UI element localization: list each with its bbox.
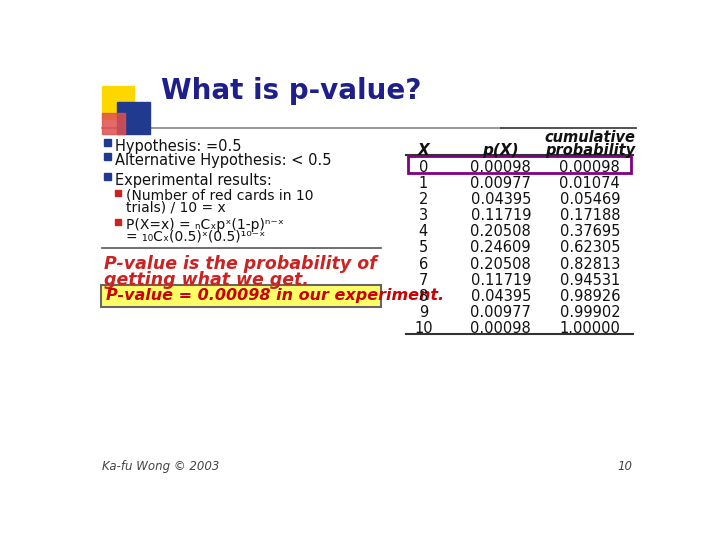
Text: getting what we get.: getting what we get. [104,271,309,289]
Text: 0: 0 [418,159,428,174]
Text: 2: 2 [418,192,428,207]
Text: Alternative Hypothesis: < 0.5: Alternative Hypothesis: < 0.5 [114,153,331,168]
Text: Hypothesis: =0.5: Hypothesis: =0.5 [114,139,241,154]
Text: 0.98926: 0.98926 [559,289,620,304]
Text: 0.62305: 0.62305 [559,240,620,255]
Text: 0.24609: 0.24609 [470,240,531,255]
Text: p(X): p(X) [482,143,519,158]
Text: = ₁₀Cₓ(0.5)ˣ(0.5)¹⁰⁻ˣ: = ₁₀Cₓ(0.5)ˣ(0.5)¹⁰⁻ˣ [126,230,265,244]
Text: 10: 10 [618,460,632,473]
Text: cumulative: cumulative [544,130,635,145]
Bar [101,285,382,307]
Text: P-value = 0.00098 in our experiment.: P-value = 0.00098 in our experiment. [106,287,444,302]
Text: X: X [418,143,429,158]
Text: 0.00098: 0.00098 [470,321,531,336]
Text: What is p-value?: What is p-value? [161,77,422,105]
Text: probability: probability [545,143,635,158]
Text: 0.20508: 0.20508 [470,224,531,239]
Text: 3: 3 [419,208,428,223]
Text: 0.94531: 0.94531 [559,273,620,288]
Text: 0.11719: 0.11719 [470,208,531,223]
Text: 0.00098: 0.00098 [470,159,531,174]
Text: 0.01074: 0.01074 [559,176,620,191]
Text: 4: 4 [418,224,428,239]
Text: 5: 5 [418,240,428,255]
Text: 0.11719: 0.11719 [470,273,531,288]
Bar [102,112,125,134]
Text: 0.00098: 0.00098 [559,159,620,174]
Text: 6: 6 [418,256,428,272]
Text: 10: 10 [414,321,433,336]
Text: 0.99902: 0.99902 [559,305,620,320]
Bar [102,86,134,119]
Text: 1: 1 [418,176,428,191]
Text: Ka-fu Wong © 2003: Ka-fu Wong © 2003 [102,460,219,473]
Text: (Number of red cards in 10: (Number of red cards in 10 [126,189,313,203]
Text: Experimental results:: Experimental results: [114,173,271,188]
Text: P(X=x) = ₙCₓpˣ(1-p)ⁿ⁻ˣ: P(X=x) = ₙCₓpˣ(1-p)ⁿ⁻ˣ [126,218,284,232]
Text: 0.05469: 0.05469 [559,192,620,207]
Text: 0.00977: 0.00977 [470,305,531,320]
Text: trials) / 10 = x: trials) / 10 = x [126,200,225,214]
Text: P-value is the probability of: P-value is the probability of [104,255,377,273]
Text: 9: 9 [418,305,428,320]
Text: 0.82813: 0.82813 [559,256,620,272]
Bar [114,219,121,225]
Bar [104,173,111,180]
Text: 1.00000: 1.00000 [559,321,621,336]
Text: 0.00977: 0.00977 [470,176,531,191]
Text: 0.04395: 0.04395 [471,289,531,304]
Text: 0.37695: 0.37695 [559,224,620,239]
Text: 0.04395: 0.04395 [471,192,531,207]
Bar [408,157,631,173]
Bar [104,139,111,146]
Text: 0.20508: 0.20508 [470,256,531,272]
Bar [117,102,150,134]
Bar [104,153,111,160]
Text: 8: 8 [418,289,428,304]
Bar [114,190,121,195]
Text: 7: 7 [418,273,428,288]
Text: 0.17188: 0.17188 [559,208,620,223]
